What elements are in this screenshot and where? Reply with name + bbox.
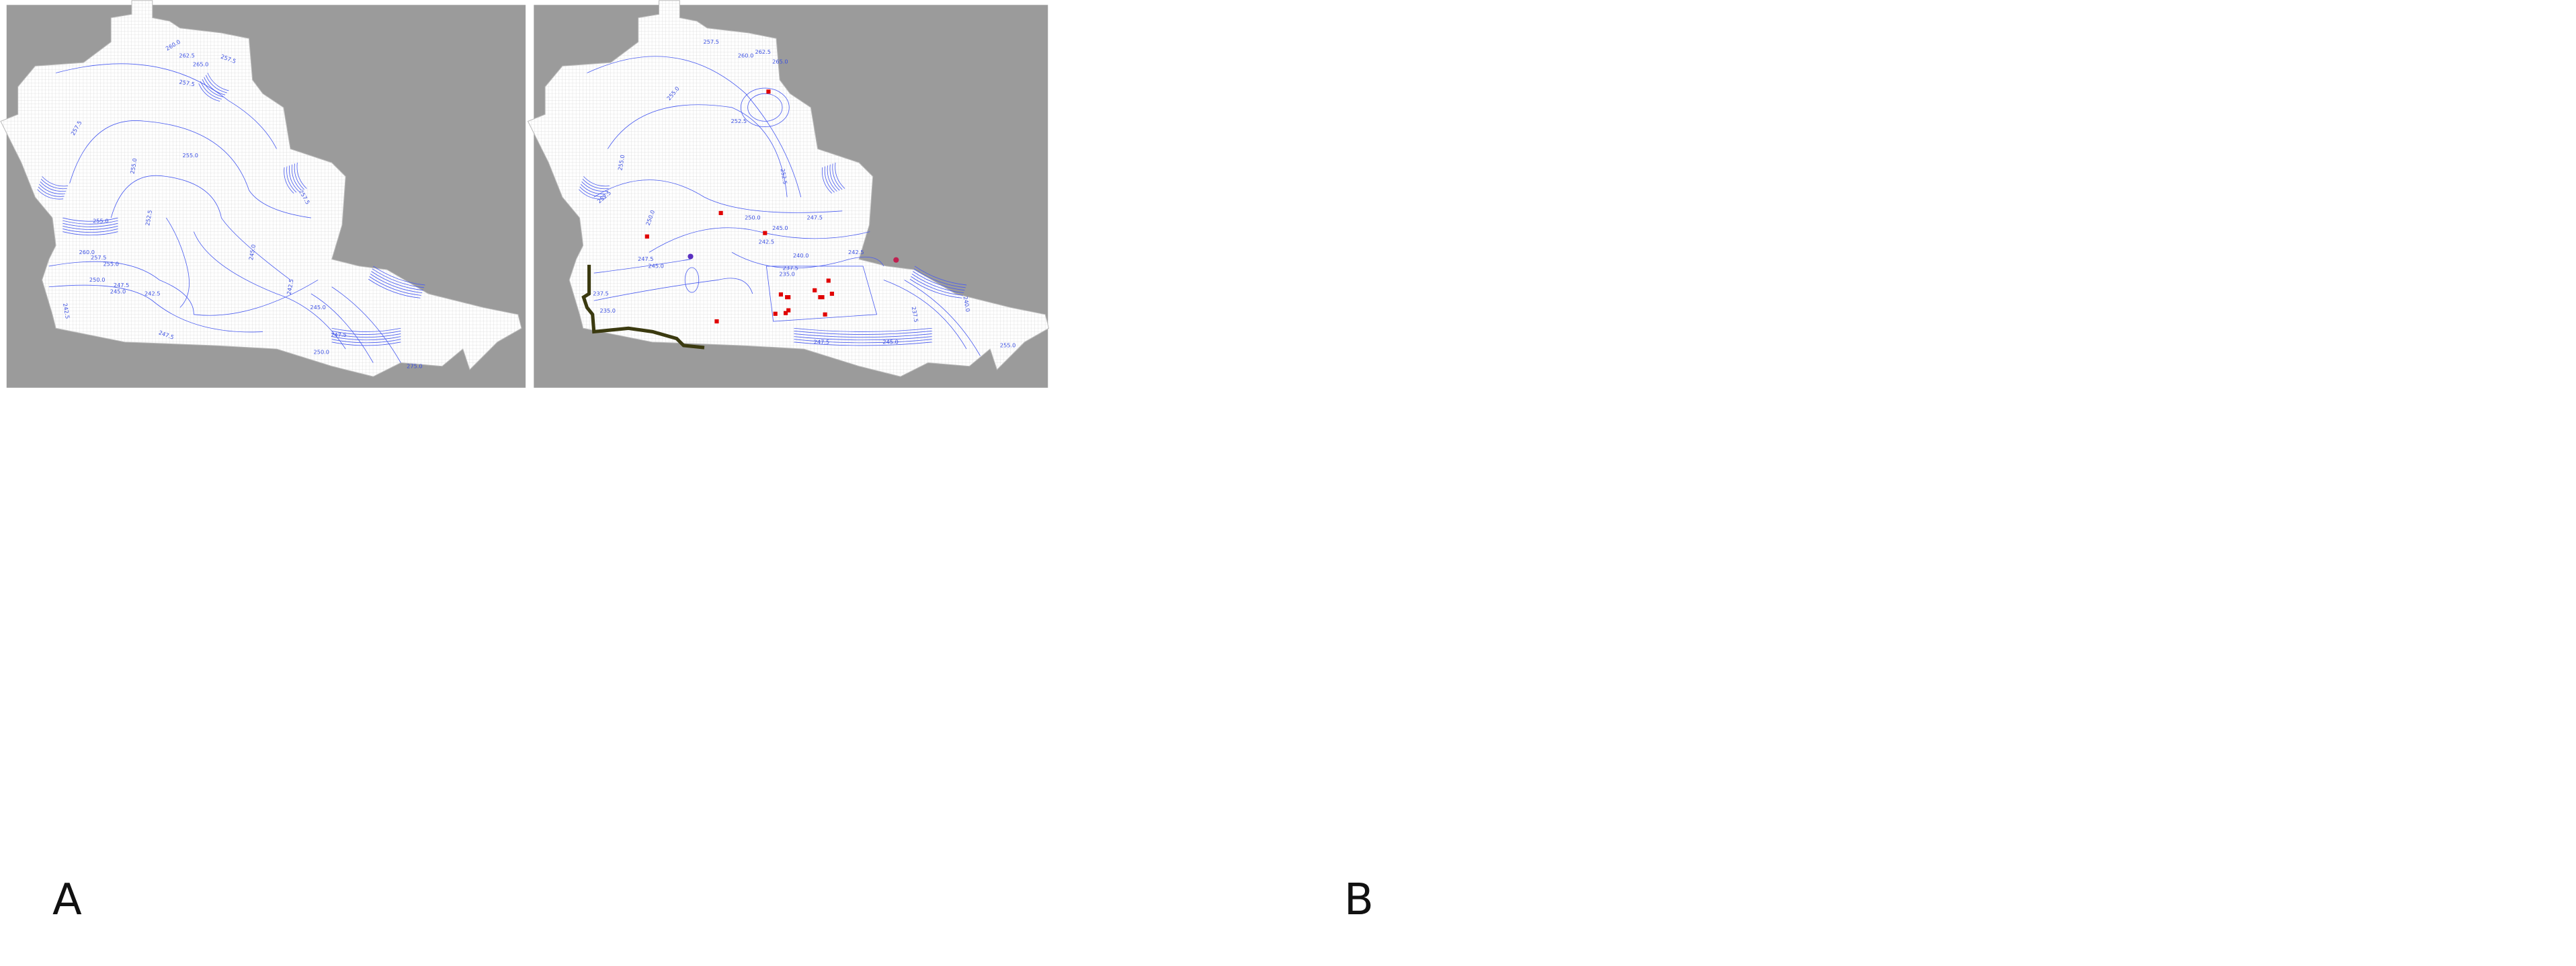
contour-label: 257.5 bbox=[91, 254, 106, 261]
contour-label: 255.0 bbox=[129, 158, 138, 175]
contour-label: 237.5 bbox=[911, 306, 920, 323]
contour-label: 242.5 bbox=[286, 278, 295, 295]
contour-label: 247.5 bbox=[331, 331, 346, 338]
wells bbox=[581, 89, 899, 350]
contour-label: 245.0 bbox=[882, 338, 898, 345]
contour-label: 242.5 bbox=[759, 239, 774, 245]
contour-label: 245.0 bbox=[110, 288, 126, 294]
contour-label: 250.0 bbox=[745, 214, 760, 221]
contour-label: 265.0 bbox=[772, 58, 788, 65]
contour-label: 262.5 bbox=[179, 52, 194, 58]
contour-label: 252.5 bbox=[780, 168, 789, 185]
contour-label: 250.0 bbox=[89, 276, 105, 283]
contour-label: 255.0 bbox=[93, 218, 108, 225]
contour-label: 235.0 bbox=[600, 307, 616, 314]
contour-label: 252.5 bbox=[731, 118, 747, 124]
contour-label: 247.5 bbox=[814, 338, 829, 345]
contour-label: 240.0 bbox=[962, 296, 972, 313]
contour-label: 260.0 bbox=[738, 52, 753, 58]
contours bbox=[577, 56, 981, 356]
contour-label: 247.5 bbox=[806, 214, 822, 221]
contour-label: 245.0 bbox=[648, 262, 663, 269]
contour-label: 275.0 bbox=[407, 362, 422, 369]
contour-label: 255.0 bbox=[616, 154, 626, 171]
contour-label: 260.0 bbox=[79, 249, 95, 255]
contour-label: 250.0 bbox=[314, 349, 329, 356]
contours bbox=[36, 63, 426, 363]
contour-label: 262.5 bbox=[755, 48, 770, 55]
contour-label: 255.0 bbox=[1000, 341, 1015, 348]
contour-label: 245.0 bbox=[772, 225, 788, 231]
contour-label: 247.5 bbox=[638, 255, 653, 262]
contour-label: 257.5 bbox=[704, 38, 719, 45]
contour-label: 237.5 bbox=[783, 265, 798, 272]
contour-label: 265.0 bbox=[193, 61, 208, 68]
contour-label: 255.0 bbox=[103, 260, 118, 267]
panel-label: B bbox=[1344, 875, 1374, 925]
contour-label: 237.5 bbox=[593, 290, 608, 296]
contour-label: 242.5 bbox=[62, 303, 71, 319]
contour-label: 252.5 bbox=[144, 210, 153, 227]
contour-label: 242.5 bbox=[848, 249, 864, 255]
contour-label: 255.0 bbox=[183, 152, 198, 159]
contour-label: 247.5 bbox=[114, 282, 129, 288]
boundary bbox=[581, 264, 705, 350]
contour-label: 257.5 bbox=[179, 78, 196, 87]
panel-label: A bbox=[52, 875, 82, 925]
panel-a bbox=[0, 0, 526, 388]
contour-label: 245.0 bbox=[310, 304, 325, 311]
contour-label: 245.0 bbox=[247, 244, 257, 261]
contour-label: 235.0 bbox=[779, 271, 794, 278]
contour-label: 240.0 bbox=[793, 252, 808, 259]
contour-label: 242.5 bbox=[144, 290, 160, 296]
panel-b bbox=[527, 0, 1050, 388]
